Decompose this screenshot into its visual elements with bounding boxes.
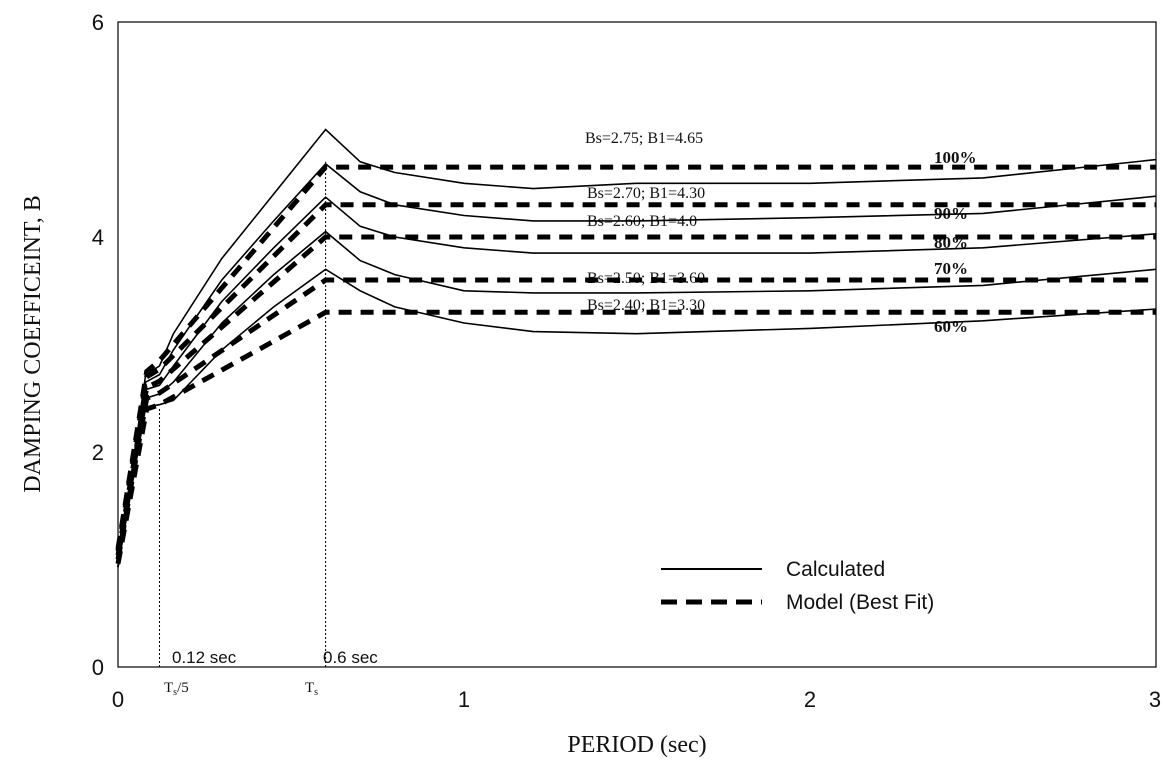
ts-label: Ts xyxy=(305,680,318,698)
model-curve-4 xyxy=(115,277,1156,560)
annotation-100: Bs=2.75; B1=4.65 xyxy=(585,130,703,147)
ref-label-012: 0.12 sec xyxy=(172,648,237,667)
calculated-curve-2 xyxy=(117,162,1157,568)
x-tick-label: 3 xyxy=(1149,687,1161,712)
y-tick-label: 4 xyxy=(92,225,104,250)
calculated-curve-3 xyxy=(117,196,1157,568)
curve-label-60: 60% xyxy=(934,317,968,336)
legend-calculated-label: Calculated xyxy=(786,558,885,581)
ts5-label: Ts/5 xyxy=(164,680,189,698)
annotation-90: Bs=2.70; B1=4.30 xyxy=(587,185,705,202)
x-tick-label: 2 xyxy=(804,687,816,712)
curve-label-70: 70% xyxy=(934,259,968,278)
x-axis-title: PERIOD (sec) xyxy=(567,732,706,758)
annotation-70: Bs=2.50; B1=3.60 xyxy=(587,270,705,287)
x-tick-label: 0 xyxy=(112,687,124,712)
y-tick-label: 6 xyxy=(92,10,104,35)
model-curve-2 xyxy=(115,202,1156,552)
y-tick-label: 2 xyxy=(92,440,104,465)
x-tick-label: 1 xyxy=(458,687,470,712)
legend-model-label: Model (Best Fit) xyxy=(786,591,934,614)
calculated-curve-5 xyxy=(117,268,1157,568)
legend: Calculated Model (Best Fit) xyxy=(661,558,934,614)
y-axis-title: DAMPING COEFFICEINT, B xyxy=(20,195,46,493)
y-tick-label: 0 xyxy=(92,655,104,680)
ref-label-06: 0.6 sec xyxy=(323,648,378,667)
y-tick-labels: 0 2 4 6 xyxy=(92,10,104,680)
x-tick-labels: 0 1 2 3 xyxy=(112,687,1161,712)
model-curve-5 xyxy=(115,309,1156,565)
plot-frame xyxy=(117,21,1157,668)
annotation-60: Bs=2.40; B1=3.30 xyxy=(587,297,705,314)
curve-label-100: 100% xyxy=(934,148,977,167)
series-layer xyxy=(115,128,1157,667)
